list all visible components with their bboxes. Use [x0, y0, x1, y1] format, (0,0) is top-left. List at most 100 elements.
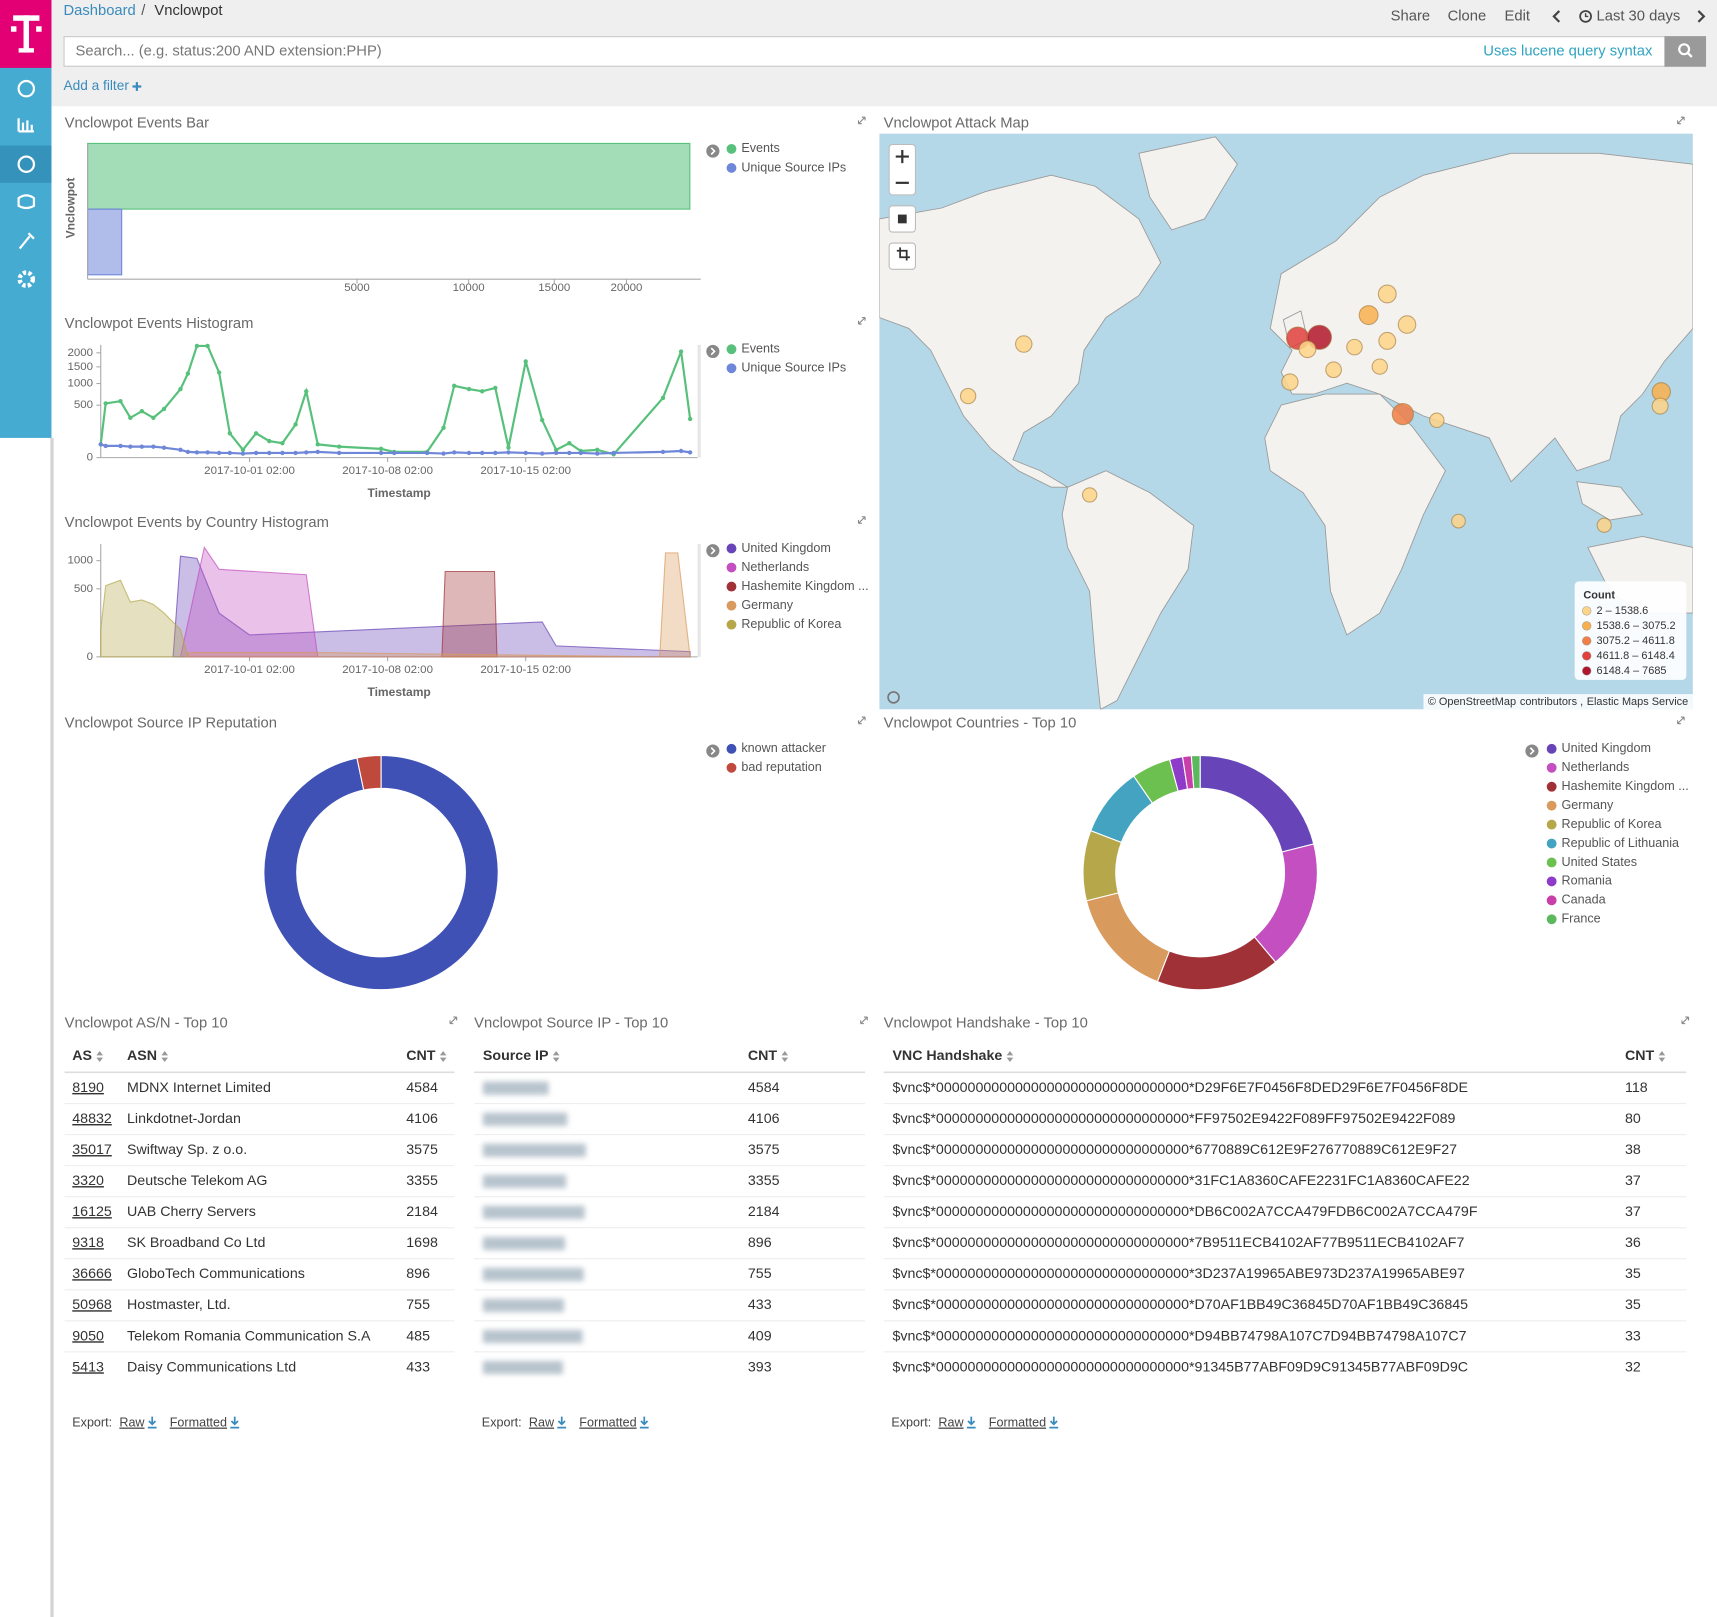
legend-label[interactable]: known attacker — [741, 741, 826, 755]
column-header[interactable]: Source IP — [483, 1048, 549, 1064]
column-header[interactable]: AS — [72, 1048, 92, 1064]
cell[interactable]: 48832 — [72, 1111, 112, 1127]
expand-icon[interactable] — [857, 516, 866, 524]
export-link[interactable]: Formatted — [579, 1416, 636, 1430]
legend-label[interactable]: United Kingdom — [1562, 741, 1652, 755]
expand-icon[interactable] — [1677, 716, 1685, 725]
legend-label[interactable]: Netherlands — [1562, 760, 1630, 774]
export-link[interactable]: Raw — [529, 1416, 555, 1430]
expand-icon[interactable] — [857, 716, 866, 725]
fit-box[interactable] — [888, 242, 916, 270]
map-point[interactable] — [1378, 331, 1397, 350]
map-point[interactable] — [1014, 335, 1033, 353]
legend-label[interactable]: Unique Source IPs — [741, 160, 846, 174]
clone-button[interactable]: Clone — [1448, 8, 1487, 24]
map-point[interactable] — [1397, 315, 1417, 334]
legend-toggle[interactable] — [706, 744, 720, 758]
column-header[interactable]: ASN — [127, 1048, 157, 1064]
slice[interactable] — [1190, 754, 1201, 790]
legend-label[interactable]: Events — [741, 141, 779, 155]
legend-label[interactable]: Germany — [741, 598, 793, 612]
time-range[interactable]: Last 30 days — [1597, 8, 1681, 24]
edit-button[interactable]: Edit — [1505, 8, 1530, 24]
export-link[interactable]: Raw — [119, 1416, 145, 1430]
legend-toggle[interactable] — [1525, 744, 1539, 758]
legend-label[interactable]: Romania — [1562, 874, 1612, 888]
map-point[interactable] — [1081, 487, 1098, 503]
map-point[interactable] — [1298, 340, 1317, 359]
map-point[interactable] — [1596, 517, 1612, 533]
legend-label[interactable]: bad reputation — [741, 760, 821, 774]
discover-icon[interactable] — [17, 79, 36, 98]
legend-label[interactable]: United States — [1562, 855, 1638, 869]
legend-label[interactable]: Unique Source IPs — [741, 361, 846, 375]
column-header[interactable]: VNC Handshake — [892, 1048, 1002, 1064]
cell[interactable]: 5413 — [72, 1359, 104, 1375]
map-point[interactable] — [1451, 513, 1466, 529]
map-point[interactable] — [1358, 305, 1379, 326]
slice[interactable] — [356, 754, 382, 791]
attribution[interactable]: OpenStreetMap — [1439, 696, 1516, 708]
legend-label[interactable]: United Kingdom — [741, 541, 831, 555]
add-filter[interactable]: Add a filter — [64, 78, 130, 93]
map[interactable] — [879, 133, 1693, 710]
expand-icon[interactable] — [1681, 1016, 1690, 1025]
column-header[interactable]: CNT — [748, 1048, 778, 1064]
visualize-icon[interactable] — [17, 118, 34, 133]
legend-label[interactable]: Netherlands — [741, 560, 809, 574]
slice[interactable] — [263, 754, 499, 991]
share-button[interactable]: Share — [1391, 8, 1430, 24]
legend-label[interactable]: Hashemite Kingdom ... — [741, 579, 868, 593]
cell[interactable]: 3320 — [72, 1173, 104, 1189]
map-point[interactable] — [1429, 412, 1445, 429]
legend-label[interactable]: France — [1562, 912, 1601, 926]
cell[interactable]: 9318 — [72, 1235, 104, 1251]
time-next[interactable] — [1697, 10, 1706, 23]
legend-label[interactable]: Germany — [1562, 798, 1614, 812]
time-prev[interactable] — [1552, 10, 1561, 23]
timelion-icon[interactable] — [17, 194, 36, 210]
settings-icon[interactable] — [17, 270, 36, 288]
export-link[interactable]: Raw — [938, 1416, 964, 1430]
expand-icon[interactable] — [1677, 116, 1685, 125]
devtools-icon[interactable] — [18, 232, 35, 250]
cell[interactable]: 36666 — [72, 1266, 112, 1282]
legend-label[interactable]: Republic of Korea — [1562, 817, 1662, 831]
legend-toggle[interactable] — [706, 344, 720, 358]
cell[interactable]: 16125 — [72, 1204, 112, 1220]
legend-label[interactable]: Republic of Lithuania — [1562, 836, 1679, 850]
map-info-icon[interactable] — [887, 691, 900, 704]
column-header[interactable]: CNT — [406, 1048, 436, 1064]
legend-label[interactable]: Hashemite Kingdom ... — [1562, 779, 1689, 793]
map-point[interactable] — [1281, 373, 1299, 391]
dashboard-icon[interactable] — [17, 155, 36, 173]
map-point[interactable] — [1377, 284, 1397, 304]
breadcrumb-link[interactable]: Dashboard — [64, 3, 136, 19]
column-header[interactable]: CNT — [1625, 1048, 1655, 1064]
export-link[interactable]: Formatted — [989, 1416, 1046, 1430]
map-point[interactable] — [1651, 397, 1669, 415]
expand-icon[interactable] — [449, 1016, 458, 1025]
legend-toggle[interactable] — [706, 144, 720, 158]
cell[interactable]: 9050 — [72, 1328, 104, 1344]
expand-icon[interactable] — [857, 316, 866, 325]
attribution[interactable]: Elastic Maps Service — [1587, 696, 1689, 708]
map-point[interactable] — [1371, 358, 1388, 375]
legend-label[interactable]: Events — [741, 342, 779, 356]
expand-icon[interactable] — [857, 116, 866, 125]
zoom-in[interactable] — [895, 149, 909, 164]
slice[interactable] — [1082, 829, 1123, 902]
map-point[interactable] — [1346, 338, 1363, 356]
map-point[interactable] — [1325, 361, 1342, 379]
search-button[interactable] — [1664, 36, 1707, 67]
legend-label[interactable]: Canada — [1562, 893, 1606, 907]
map-point[interactable] — [1391, 402, 1414, 426]
map-point[interactable] — [959, 387, 977, 405]
export-link[interactable]: Formatted — [170, 1416, 227, 1430]
expand-icon[interactable] — [860, 1016, 868, 1025]
search-hint[interactable]: Uses lucene query syntax — [1483, 43, 1653, 59]
legend-toggle[interactable] — [706, 544, 720, 558]
cell[interactable]: 8190 — [72, 1080, 104, 1096]
cell[interactable]: 50968 — [72, 1297, 112, 1313]
legend-label[interactable]: Republic of Korea — [741, 617, 841, 631]
